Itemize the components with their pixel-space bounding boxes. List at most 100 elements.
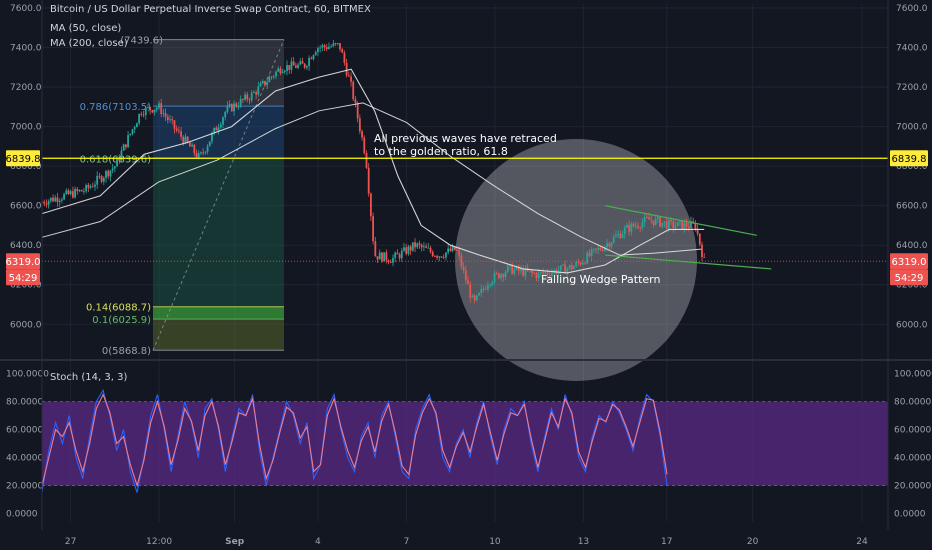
candle-body bbox=[367, 167, 370, 194]
candle-body bbox=[661, 222, 664, 227]
candle-body bbox=[475, 295, 478, 301]
candle-body bbox=[392, 257, 394, 263]
x-tick-label: 17 bbox=[661, 537, 672, 547]
candle-body bbox=[531, 270, 533, 273]
stoch-y-tick-right: 20.0000 bbox=[894, 482, 931, 492]
candle-body bbox=[160, 103, 163, 114]
fib-zone-014 bbox=[153, 306, 284, 320]
candle-body bbox=[599, 248, 602, 250]
y-tick-right: 6200.0 bbox=[896, 281, 928, 291]
candle-body bbox=[328, 46, 330, 50]
y-tick-left: 6400.0 bbox=[10, 241, 42, 251]
candle-body bbox=[124, 144, 127, 148]
moving-averages bbox=[41, 68, 705, 274]
candle-body bbox=[385, 252, 388, 261]
candle-body bbox=[211, 133, 213, 142]
candle-body bbox=[297, 64, 299, 68]
candle-body bbox=[422, 246, 425, 248]
candle-body bbox=[266, 82, 269, 86]
candle-body bbox=[133, 127, 136, 130]
candle-body bbox=[122, 144, 125, 151]
candle-body bbox=[177, 130, 180, 132]
candle-body bbox=[356, 103, 359, 119]
candle-body bbox=[491, 282, 494, 285]
candle-body bbox=[317, 48, 319, 53]
y-tick-right: 6600.0 bbox=[896, 202, 928, 212]
fib-zone-top bbox=[153, 39, 284, 107]
candle-body bbox=[149, 107, 152, 111]
y-tick-right: 6800.0 bbox=[896, 162, 928, 172]
candle-body bbox=[606, 243, 608, 247]
candle-body bbox=[663, 221, 666, 223]
candle-body bbox=[98, 175, 101, 177]
candle-body bbox=[617, 233, 620, 236]
candle-body bbox=[162, 113, 165, 115]
candle-body bbox=[456, 249, 458, 251]
candle-body bbox=[615, 235, 617, 237]
candle-body bbox=[535, 273, 538, 279]
retrace-note-line2: to the golden ratio, 61.8 bbox=[374, 145, 508, 158]
candle-body bbox=[480, 288, 483, 293]
countdown-badge-left-bg bbox=[6, 269, 40, 286]
candle-body bbox=[166, 116, 169, 121]
candle-body bbox=[195, 153, 198, 158]
overlay-lines[interactable] bbox=[42, 157, 888, 270]
candle-body bbox=[288, 65, 291, 70]
candle-body bbox=[427, 247, 430, 249]
candle-body bbox=[562, 264, 564, 266]
candle-body bbox=[374, 241, 377, 257]
candle-body bbox=[425, 246, 427, 248]
ma50-line bbox=[41, 68, 705, 274]
candle-body bbox=[144, 107, 147, 116]
fib-level-label: 0.1(6025.9) bbox=[92, 315, 151, 326]
candle-body bbox=[321, 45, 324, 48]
candle-body bbox=[451, 246, 454, 252]
candle-body bbox=[608, 243, 611, 247]
candle-body bbox=[546, 272, 549, 275]
candle-body bbox=[672, 221, 675, 228]
candle-body bbox=[648, 217, 650, 220]
candle-body bbox=[275, 71, 277, 77]
fib-level-label: 0.786(7103.5) bbox=[80, 102, 152, 113]
golden-badge-left-bg bbox=[6, 150, 40, 167]
candle-body bbox=[659, 217, 661, 227]
candle-body bbox=[155, 107, 158, 110]
candle-body bbox=[694, 223, 697, 229]
candle-body bbox=[294, 65, 297, 68]
candle-body bbox=[255, 92, 258, 95]
candle-body bbox=[142, 114, 145, 116]
candle-body bbox=[107, 171, 110, 177]
candle-body bbox=[464, 269, 467, 281]
candle-body bbox=[173, 120, 176, 129]
candle-body bbox=[378, 252, 381, 260]
candle-body bbox=[654, 218, 657, 225]
candle-body bbox=[191, 144, 194, 147]
candle-body bbox=[698, 233, 701, 245]
candle-body bbox=[478, 292, 480, 296]
candle-body bbox=[637, 225, 639, 228]
candle-body bbox=[411, 242, 414, 251]
candle-body bbox=[230, 104, 233, 112]
x-tick-label: 12:00 bbox=[146, 537, 172, 547]
candle-body bbox=[184, 136, 187, 144]
candle-body bbox=[118, 157, 121, 161]
candle-body bbox=[504, 272, 507, 277]
y-tick-left: 6800.0 bbox=[10, 162, 42, 172]
candle-body bbox=[537, 272, 540, 279]
stoch-y-tick-right: 80.0000 bbox=[894, 398, 931, 408]
candle-body bbox=[314, 52, 317, 56]
candle-body bbox=[389, 262, 392, 263]
candle-body bbox=[592, 248, 595, 250]
candle-body bbox=[140, 113, 143, 115]
candle-body bbox=[325, 47, 328, 50]
candle-body bbox=[345, 62, 348, 76]
fibonacci-retracement[interactable]: (7439.6) 0.786(7103.5) 0.618(6839.6) 0.14(6… bbox=[80, 36, 285, 358]
candle-body bbox=[281, 72, 284, 73]
candle-body bbox=[579, 262, 582, 265]
candle-body bbox=[202, 152, 205, 154]
candle-body bbox=[577, 262, 580, 263]
candle-body bbox=[244, 94, 246, 100]
candle-body bbox=[237, 106, 240, 108]
